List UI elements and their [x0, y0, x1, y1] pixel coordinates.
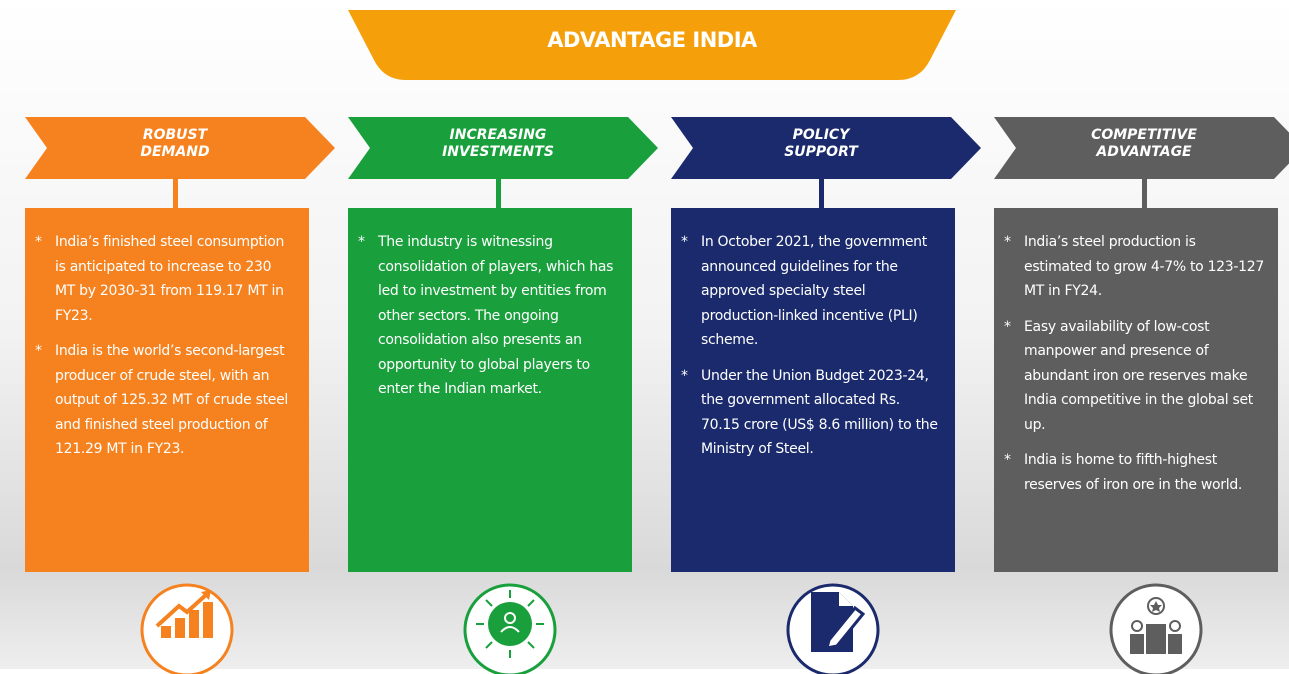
content-box: India’s finished steel consumption is an…	[25, 208, 309, 572]
connector	[173, 178, 178, 210]
bullet: In October 2021, the government announce…	[681, 230, 941, 353]
heading-line: INVESTMENTS	[442, 144, 554, 160]
title-banner	[348, 10, 956, 80]
heading-line: ADVANTAGE	[1096, 144, 1192, 160]
heading-line: INCREASING	[449, 127, 547, 143]
heading: ROBUST DEMAND	[25, 127, 325, 161]
heading-line: ROBUST	[142, 127, 208, 143]
connector	[496, 178, 501, 210]
content-box: In October 2021, the government announce…	[671, 208, 955, 572]
icon	[140, 583, 234, 674]
heading-arrow	[671, 117, 981, 179]
heading-line: DEMAND	[140, 144, 210, 160]
icon	[1109, 583, 1203, 674]
heading-arrow	[348, 117, 658, 179]
heading-arrow	[25, 117, 335, 179]
heading: POLICY SUPPORT	[671, 127, 971, 161]
content-box: India’s steel production is estimated to…	[994, 208, 1278, 572]
bullet: India is home to fifth-highest reserves …	[1004, 448, 1264, 497]
bullet: India’s steel production is estimated to…	[1004, 230, 1264, 304]
heading-line: COMPETITIVE	[1091, 127, 1197, 143]
heading-line: POLICY	[792, 127, 850, 143]
heading: COMPETITIVE ADVANTAGE	[994, 127, 1289, 161]
connector	[819, 178, 824, 210]
heading: INCREASING INVESTMENTS	[348, 127, 648, 161]
title: ADVANTAGE INDIA	[547, 28, 757, 52]
content-box: The industry is witnessing consolidation…	[348, 208, 632, 572]
icon	[463, 583, 557, 674]
heading-line: SUPPORT	[784, 144, 858, 160]
heading-arrow	[994, 117, 1289, 179]
icon	[786, 583, 880, 674]
bullet: The industry is witnessing consolidation…	[358, 230, 618, 402]
connector	[1142, 178, 1147, 210]
bullet: India is the world’s second-largest prod…	[35, 339, 295, 462]
bullet: India’s finished steel consumption is an…	[35, 230, 295, 328]
bullet: Easy availability of low-cost manpower a…	[1004, 315, 1264, 438]
bullet: Under the Union Budget 2023-24, the gove…	[681, 364, 941, 462]
